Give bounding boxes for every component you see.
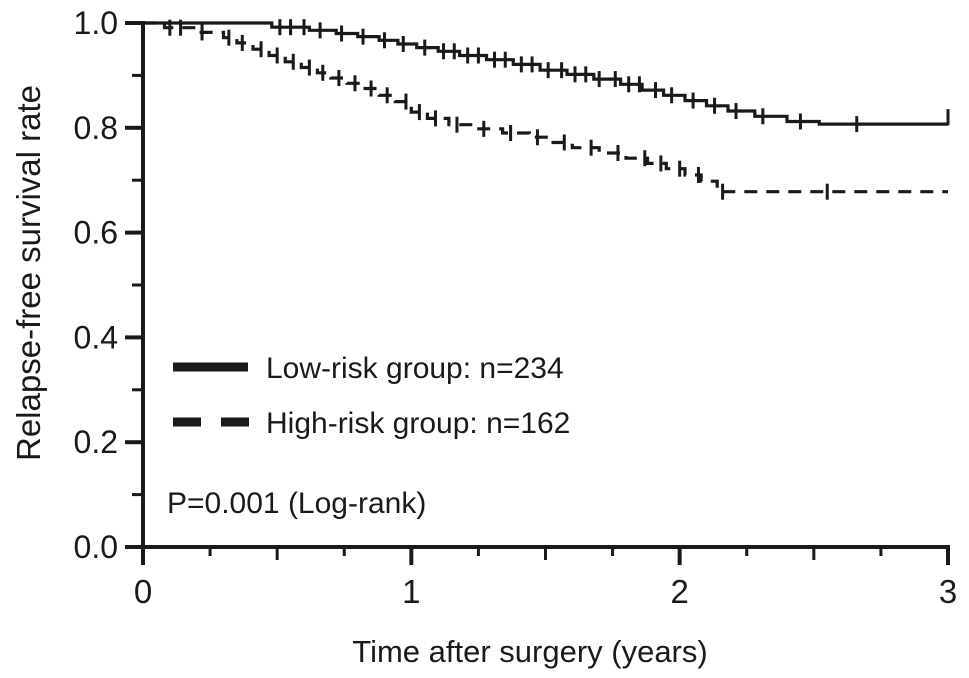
x-tick-label: 2 xyxy=(670,573,688,610)
y-tick-label: 1.0 xyxy=(74,5,118,41)
x-tick-label: 1 xyxy=(402,573,420,610)
low-risk-curve xyxy=(143,21,948,126)
high-risk-curve xyxy=(143,21,948,194)
p-value-annotation: P=0.001 (Log-rank) xyxy=(167,487,426,520)
legend-label-low-risk: Low-risk group: n=234 xyxy=(266,352,564,385)
y-tick-label: 0.0 xyxy=(74,529,118,565)
y-tick-label: 0.8 xyxy=(74,110,118,146)
y-axis-title: Relapse-free survival rate xyxy=(10,85,47,461)
y-tick-label: 0.2 xyxy=(74,424,118,460)
legend: Low-risk group: n=234 High-risk group: n… xyxy=(167,352,570,520)
x-axis-title: Time after surgery (years) xyxy=(352,634,707,669)
legend-label-high-risk: High-risk group: n=162 xyxy=(266,407,570,440)
x-tick-label: 3 xyxy=(939,573,957,610)
plot-layer: 0.0 0.2 0.4 0.6 0.8 1.0 0 1 2 3 xyxy=(74,5,958,610)
y-tick-label: 0.4 xyxy=(74,319,118,355)
y-tick-label: 0.6 xyxy=(74,215,118,251)
x-tick-label: 0 xyxy=(134,573,152,610)
